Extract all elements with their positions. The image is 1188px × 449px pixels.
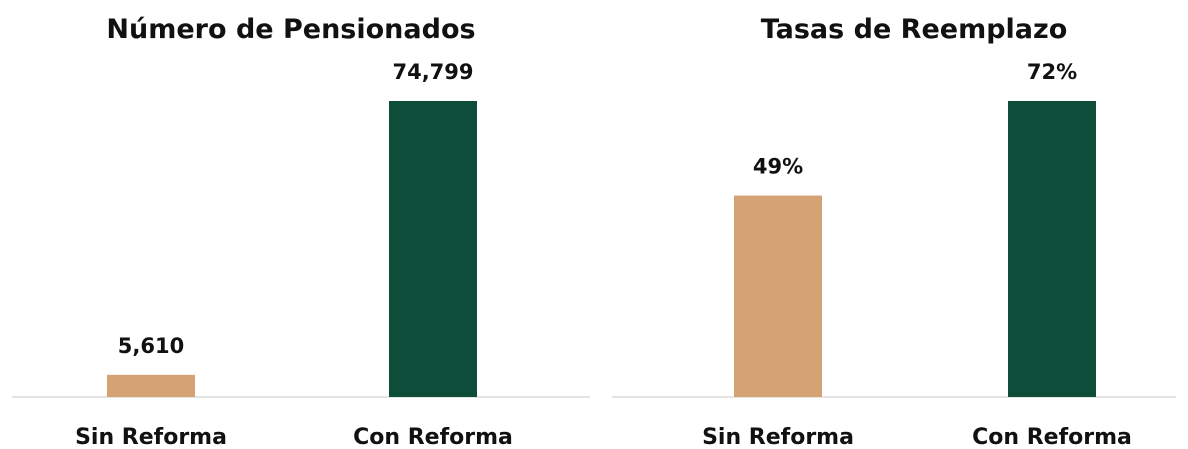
chart-panel-1: Número de Pensionados 5,610 Sin Reforma 74,… xyxy=(12,14,590,449)
category-label-sin-reforma: Sin Reforma xyxy=(702,425,854,449)
data-label-sin-reforma: 49% xyxy=(753,155,803,179)
chart-title: Tasas de Reemplazo xyxy=(761,14,1068,45)
bar-con-reforma xyxy=(1008,101,1096,397)
data-label-con-reforma: 72% xyxy=(1027,60,1077,84)
chart-panel-2: Tasas de Reemplazo 49% Sin Reforma 72% Con R… xyxy=(612,14,1176,449)
category-label-sin-reforma: Sin Reforma xyxy=(75,425,227,449)
data-label-con-reforma: 74,799 xyxy=(392,60,473,84)
bar-sin-reforma xyxy=(734,195,822,397)
bar-con-reforma xyxy=(389,101,477,397)
category-label-con-reforma: Con Reforma xyxy=(972,425,1132,449)
chart-title: Número de Pensionados xyxy=(106,14,475,45)
bar-sin-reforma xyxy=(107,374,195,397)
category-label-con-reforma: Con Reforma xyxy=(353,425,513,449)
data-label-sin-reforma: 5,610 xyxy=(118,334,184,358)
